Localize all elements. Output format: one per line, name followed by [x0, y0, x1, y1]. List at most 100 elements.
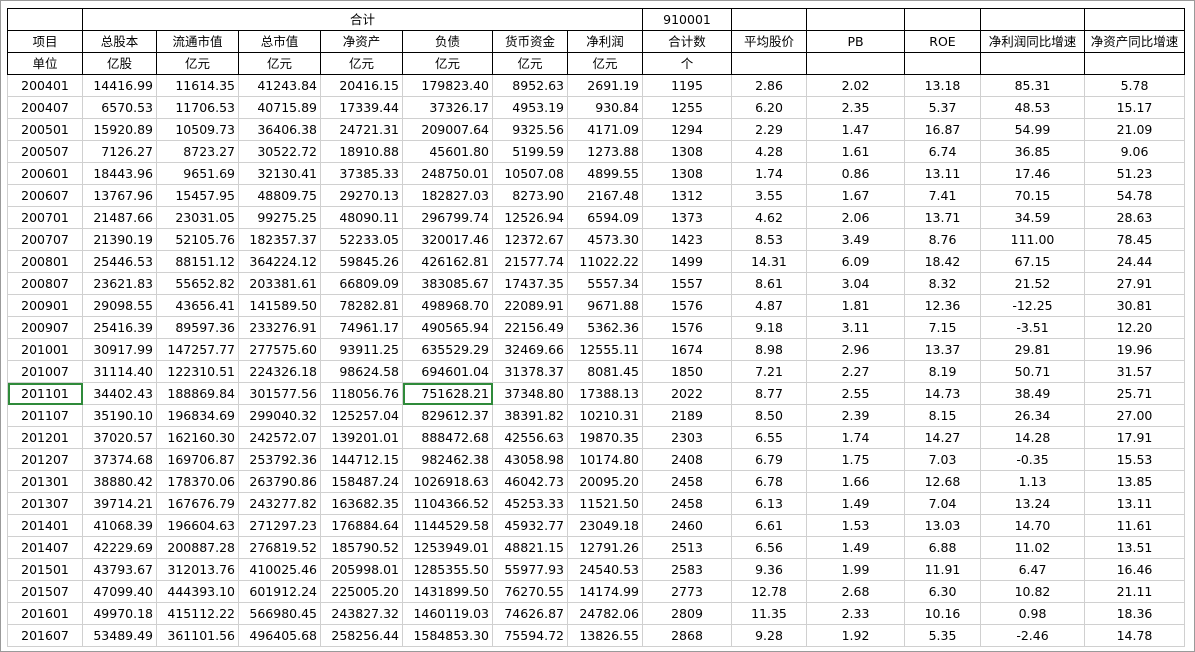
cell-net-assets[interactable]: 20416.15	[320, 74, 403, 97]
cell-net-profit[interactable]: 17388.13	[567, 382, 643, 405]
cell-net-profit[interactable]: 19870.35	[567, 426, 643, 449]
cell-float-market-cap[interactable]: 10509.73	[156, 118, 239, 141]
cell-total-shares[interactable]: 37374.68	[82, 448, 157, 471]
cell-pb[interactable]: 2.33	[806, 602, 905, 625]
cell-float-market-cap[interactable]: 147257.77	[156, 338, 239, 361]
cell-net-profit-growth[interactable]: 34.59	[980, 206, 1085, 229]
cell-cash[interactable]: 45253.33	[492, 492, 568, 515]
cell-pb[interactable]: 1.92	[806, 624, 905, 647]
column-header-total-shares[interactable]: 总股本	[82, 30, 157, 53]
unit-cell-liabilities[interactable]: 亿元	[402, 52, 493, 75]
cell-net-assets[interactable]: 78282.81	[320, 294, 403, 317]
cell-float-market-cap[interactable]: 415112.22	[156, 602, 239, 625]
unit-cell-cash[interactable]: 亿元	[492, 52, 568, 75]
cell-count[interactable]: 2809	[642, 602, 732, 625]
cell-float-market-cap[interactable]: 23031.05	[156, 206, 239, 229]
cell-avg-price[interactable]: 1.74	[731, 162, 807, 185]
cell-net-profit-growth[interactable]: -12.25	[980, 294, 1085, 317]
cell-roe[interactable]: 6.30	[904, 580, 981, 603]
cell-avg-price[interactable]: 12.78	[731, 580, 807, 603]
cell-total-shares[interactable]: 31114.40	[82, 360, 157, 383]
cell-item[interactable]: 201407	[7, 536, 83, 559]
unit-cell-net-profit-growth[interactable]	[980, 52, 1085, 75]
cell-net-profit[interactable]: 930.84	[567, 96, 643, 119]
cell-net-assets-growth[interactable]: 13.51	[1084, 536, 1185, 559]
cell-net-assets[interactable]: 59845.26	[320, 250, 403, 273]
cell-net-assets[interactable]: 205998.01	[320, 558, 403, 581]
cell-item[interactable]: 200501	[7, 118, 83, 141]
column-header-net-assets-growth[interactable]: 净资产同比增速	[1084, 30, 1185, 53]
cell-net-assets[interactable]: 48090.11	[320, 206, 403, 229]
code-cell[interactable]: 910001	[642, 8, 732, 31]
cell-avg-price[interactable]: 6.79	[731, 448, 807, 471]
cell-pb[interactable]: 0.86	[806, 162, 905, 185]
cell-cash[interactable]: 37348.80	[492, 382, 568, 405]
cell-liabilities[interactable]: 1285355.50	[402, 558, 493, 581]
cell-net-assets-growth[interactable]: 24.44	[1084, 250, 1185, 273]
cell-float-market-cap[interactable]: 162160.30	[156, 426, 239, 449]
cell-liabilities[interactable]: 694601.04	[402, 360, 493, 383]
cell-total-market-cap[interactable]: 182357.37	[238, 228, 321, 251]
cell-count[interactable]: 2408	[642, 448, 732, 471]
cell-net-assets[interactable]: 176884.64	[320, 514, 403, 537]
cell-total-market-cap[interactable]: 48809.75	[238, 184, 321, 207]
cell-float-market-cap[interactable]: 196834.69	[156, 404, 239, 427]
cell-total-market-cap[interactable]: 30522.72	[238, 140, 321, 163]
cell-count[interactable]: 2458	[642, 492, 732, 515]
cell-total-shares[interactable]: 21390.19	[82, 228, 157, 251]
column-header-pb[interactable]: PB	[806, 30, 905, 53]
cell-cash[interactable]: 8952.63	[492, 74, 568, 97]
cell-cash[interactable]: 21577.74	[492, 250, 568, 273]
column-header-cash[interactable]: 货币资金	[492, 30, 568, 53]
cell-net-assets[interactable]: 144712.15	[320, 448, 403, 471]
cell-total-market-cap[interactable]: 277575.60	[238, 338, 321, 361]
cell-cash[interactable]: 31378.37	[492, 360, 568, 383]
cell-avg-price[interactable]: 6.55	[731, 426, 807, 449]
cell-pb[interactable]: 2.02	[806, 74, 905, 97]
cell-item[interactable]: 200401	[7, 74, 83, 97]
cell-total-market-cap[interactable]: 36406.38	[238, 118, 321, 141]
cell-roe[interactable]: 16.87	[904, 118, 981, 141]
cell-net-profit[interactable]: 13826.55	[567, 624, 643, 647]
cell-net-profit-growth[interactable]: 48.53	[980, 96, 1085, 119]
cell-net-profit[interactable]: 23049.18	[567, 514, 643, 537]
cell-pb[interactable]: 6.09	[806, 250, 905, 273]
cell-net-profit-growth[interactable]: 11.02	[980, 536, 1085, 559]
cell-cash[interactable]: 5199.59	[492, 140, 568, 163]
cell-cash[interactable]: 22089.91	[492, 294, 568, 317]
cell-net-assets[interactable]: 24721.31	[320, 118, 403, 141]
unit-cell-float-market-cap[interactable]: 亿元	[156, 52, 239, 75]
cell-net-profit[interactable]: 4573.30	[567, 228, 643, 251]
cell-roe[interactable]: 14.73	[904, 382, 981, 405]
cell-item[interactable]: 200807	[7, 272, 83, 295]
cell-net-assets[interactable]: 93911.25	[320, 338, 403, 361]
cell-item[interactable]: 200607	[7, 184, 83, 207]
cell-net-assets-growth[interactable]: 16.46	[1084, 558, 1185, 581]
cell-net-assets[interactable]: 66809.09	[320, 272, 403, 295]
cell-net-assets[interactable]: 98624.58	[320, 360, 403, 383]
cell-liabilities[interactable]: 1431899.50	[402, 580, 493, 603]
cell-net-assets-growth[interactable]: 17.91	[1084, 426, 1185, 449]
cell-count[interactable]: 1499	[642, 250, 732, 273]
cell-total-market-cap[interactable]: 276819.52	[238, 536, 321, 559]
cell-net-assets-growth[interactable]: 54.78	[1084, 184, 1185, 207]
unit-cell-item[interactable]: 单位	[7, 52, 83, 75]
cell-item[interactable]: 201107	[7, 404, 83, 427]
cell-total-market-cap[interactable]: 566980.45	[238, 602, 321, 625]
cell-liabilities[interactable]: 1584853.30	[402, 624, 493, 647]
cell-count[interactable]: 1373	[642, 206, 732, 229]
cell-liabilities[interactable]: 37326.17	[402, 96, 493, 119]
cell-total-market-cap[interactable]: 271297.23	[238, 514, 321, 537]
column-header-liabilities[interactable]: 负债	[402, 30, 493, 53]
cell-roe[interactable]: 18.42	[904, 250, 981, 273]
cell-net-profit-growth[interactable]: 14.70	[980, 514, 1085, 537]
cell-pb[interactable]: 1.47	[806, 118, 905, 141]
unit-cell-pb[interactable]	[806, 52, 905, 75]
cell-total-shares[interactable]: 35190.10	[82, 404, 157, 427]
cell-roe[interactable]: 8.19	[904, 360, 981, 383]
cell-total-market-cap[interactable]: 32130.41	[238, 162, 321, 185]
cell-pb[interactable]: 2.55	[806, 382, 905, 405]
cell-float-market-cap[interactable]: 167676.79	[156, 492, 239, 515]
cell-total-market-cap[interactable]: 253792.36	[238, 448, 321, 471]
cell-liabilities[interactable]: 1253949.01	[402, 536, 493, 559]
